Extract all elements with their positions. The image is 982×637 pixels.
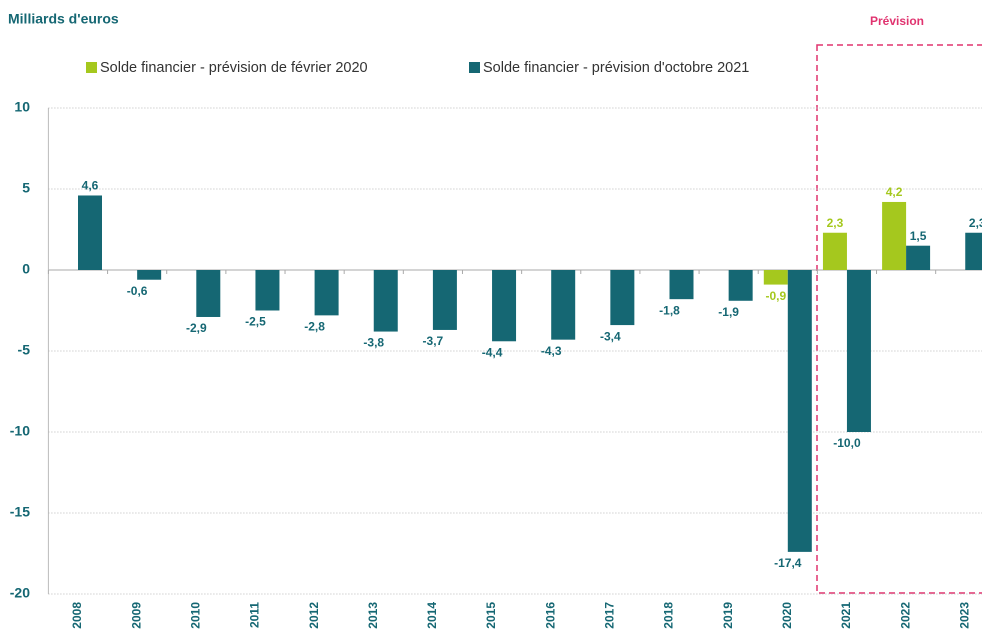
x-tick-label: 2014 [425,602,439,629]
x-tick-label: 2023 [957,602,971,629]
x-tick-label: 2019 [721,602,735,629]
bar [255,270,280,311]
value-label: 4,2 [886,185,903,199]
y-tick-label: -10 [10,423,30,439]
x-tick-label: 2010 [188,602,202,629]
value-label: -17,4 [774,556,802,570]
value-label: 2,3 [827,216,844,230]
bar [669,270,694,300]
x-tick-label: 2017 [603,602,617,629]
bar [822,232,847,270]
value-label: 4,6 [82,179,99,193]
bar [196,270,221,317]
bar [965,232,982,270]
chart-title: Milliards d'euros [8,11,119,27]
bar [787,270,812,552]
y-tick-label: -20 [10,585,30,601]
y-tick-label: -5 [18,342,31,358]
bar [882,201,907,270]
x-tick-label: 2008 [70,602,84,629]
value-label: -0,9 [765,289,786,303]
x-tick-label: 2016 [543,602,557,629]
y-tick-label: 0 [22,261,30,277]
y-tick-label: 10 [14,99,30,115]
bar [432,270,457,330]
legend-swatch [86,62,97,73]
x-tick-label: 2009 [129,602,143,629]
x-tick-label: 2022 [898,602,912,629]
value-label: -4,4 [482,345,503,359]
bar [314,270,339,316]
value-label: -1,8 [659,303,680,317]
value-label: -2,8 [304,320,325,334]
x-tick-label: 2013 [366,602,380,629]
bar [728,270,753,301]
annotation: Prévision [870,14,924,28]
value-label: -10,0 [833,436,861,450]
legend-label: Solde financier - prévision d'octobre 20… [483,60,749,76]
x-tick-label: 2012 [307,602,321,629]
value-label: 2,3 [969,216,982,230]
value-label: -1,9 [718,305,739,319]
bar [551,270,576,340]
x-tick-label: 2020 [780,602,794,629]
y-tick-label: 5 [22,180,30,196]
bar [373,270,398,332]
value-label: -4,3 [541,344,562,358]
x-tick-label: 2015 [484,602,498,629]
bar [846,270,871,432]
value-label: -3,4 [600,329,621,343]
x-tick-label: 2011 [248,602,262,628]
x-tick-label: 2018 [662,602,676,629]
bar [78,195,102,270]
bar [763,270,788,285]
value-label: 1,5 [910,229,927,243]
bar [906,245,931,270]
legend-swatch [469,62,480,73]
value-label: -3,8 [363,336,384,350]
bar [610,270,635,326]
y-tick-label: -15 [10,504,30,520]
bar [492,270,517,342]
value-label: -3,7 [423,334,444,348]
value-label: -2,5 [245,315,266,329]
x-tick-label: 2021 [839,602,853,629]
forecast-box [816,44,982,594]
legend-label: Solde financier - prévision de février 2… [100,60,368,76]
bar [137,270,162,280]
value-label: -2,9 [186,321,207,335]
value-label: -0,6 [127,284,148,298]
